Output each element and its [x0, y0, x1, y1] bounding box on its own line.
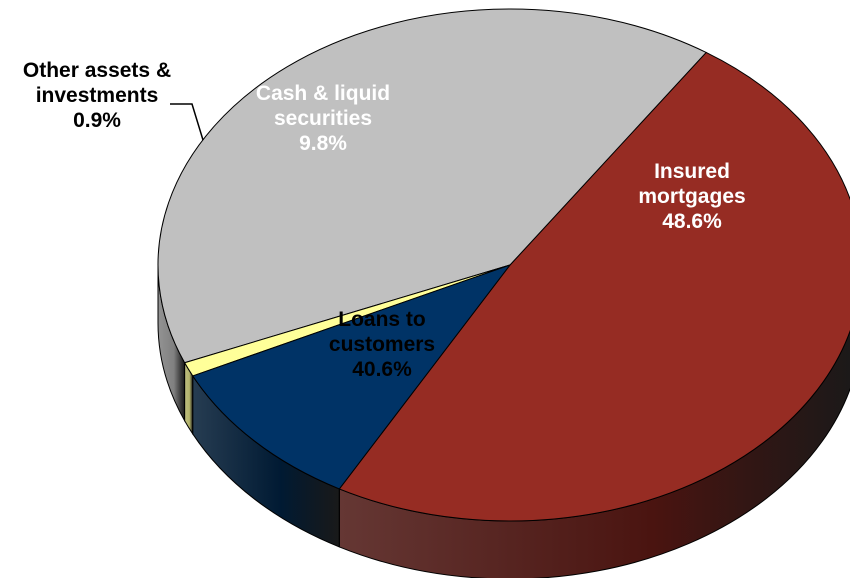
leader-lines — [170, 103, 204, 141]
slice-value-loans: 40.6% — [352, 358, 412, 381]
slice-value-mortgages: 48.6% — [662, 210, 722, 233]
pie-slices — [157, 8, 850, 522]
slice-labels: Insured mortgages 48.6% Loans to customers 40… — [23, 59, 746, 381]
slice-mortgages — [338, 51, 850, 522]
slice-label-other: Other assets & investments 0.9% — [23, 59, 171, 132]
slice-value-cash: 9.8% — [299, 132, 347, 155]
slice-label-line: Other assets & — [23, 59, 171, 82]
slice-label-line: investments — [36, 84, 159, 107]
pie-sides — [157, 264, 850, 578]
slice-cash — [192, 263, 512, 490]
slice-label-line: customers — [329, 333, 435, 356]
slice-label-cash: Cash & liquid securities 9.8% — [256, 82, 390, 155]
slice-label-line: Insured — [654, 160, 730, 183]
slice-label-line: securities — [274, 107, 372, 130]
slice-value-other: 0.9% — [73, 109, 121, 132]
slice-label-line: Loans to — [338, 308, 426, 331]
slice-label-mortgages: Insured mortgages 48.6% — [638, 160, 745, 233]
slice-label-loans: Loans to customers 40.6% — [329, 308, 435, 381]
slice-label-line: mortgages — [638, 185, 745, 208]
slice-loans — [157, 8, 707, 364]
leader-line-other — [170, 103, 204, 141]
slice-label-line: Cash & liquid — [256, 82, 390, 105]
